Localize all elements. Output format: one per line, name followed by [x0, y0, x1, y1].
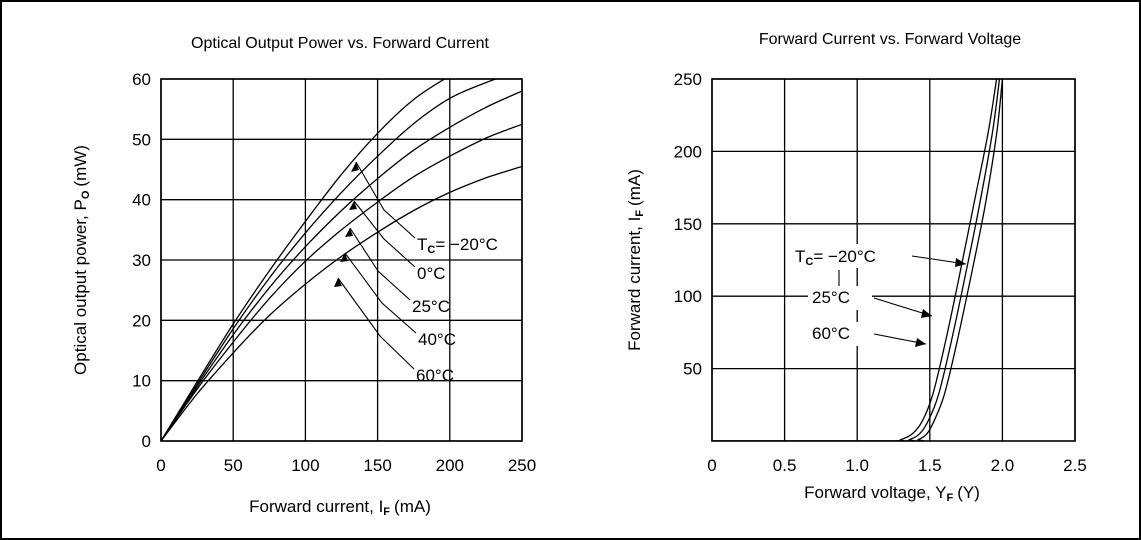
- x-tick-label: 200: [436, 456, 464, 475]
- chart2-tick-labels: 0 0.5 1.0 1.5 2.0 2.5 50 100 150 200 250: [674, 70, 1087, 475]
- arrow-head: [345, 228, 353, 237]
- chart-power-vs-current: Optical Output Power vs. Forward Current…: [71, 35, 536, 518]
- chart2-leader-lines: [838, 255, 967, 347]
- chart2-annotation-label: 60°C: [812, 324, 850, 343]
- chart1-y-axis-label: Optical output power, PO(mW): [71, 145, 92, 375]
- y-tick-label: 50: [132, 130, 151, 149]
- chart2-curves: [712, 79, 1004, 441]
- y-tick-label: 40: [132, 191, 151, 210]
- y-tick-label: 150: [674, 215, 702, 234]
- arrow-head: [915, 338, 926, 347]
- y-tick-label: 50: [683, 360, 702, 379]
- y-tick-label: 10: [132, 372, 151, 391]
- chart2-annotation-label: TC= −20°C: [795, 247, 876, 268]
- chart1-annotation-label: 40°C: [418, 330, 456, 349]
- label-background: [793, 244, 911, 268]
- x-tick-label: 50: [224, 456, 243, 475]
- arrow-head: [955, 258, 966, 267]
- chart2-y-axis-label: Forward current, IF(mA): [625, 169, 646, 351]
- arrow-head: [334, 278, 342, 287]
- y-tick-label: 30: [132, 251, 151, 270]
- x-tick-label: 0.5: [773, 456, 797, 475]
- chart1-annotation-label: 0°C: [417, 264, 446, 283]
- chart1-tick-labels: 0 50 100 150 200 250 0 10 20 30 40 50 60: [132, 70, 536, 475]
- chart1-grid: [160, 78, 523, 442]
- series-line: [161, 123, 522, 441]
- x-tick-label: 100: [291, 456, 319, 475]
- x-tick-label: 2.5: [1063, 456, 1087, 475]
- label-background: [808, 286, 872, 310]
- y-tick-label: 200: [674, 142, 702, 161]
- leader-line: [344, 252, 417, 334]
- leader-line: [355, 161, 416, 239]
- x-tick-label: 0: [156, 456, 165, 475]
- y-tick-label: 20: [132, 311, 151, 330]
- chart2-annotations: TC= −20°C 25°C 60°C: [793, 244, 911, 346]
- series-line: [712, 79, 1004, 441]
- x-tick-label: 2.0: [991, 456, 1015, 475]
- y-tick-label: 250: [674, 70, 702, 89]
- chart2-title: Forward Current vs. Forward Voltage: [759, 31, 1021, 48]
- arrow-head: [349, 201, 357, 210]
- arrow-head: [921, 309, 932, 318]
- x-tick-label: 0: [707, 456, 716, 475]
- arrow-head: [351, 162, 359, 172]
- chart1-annotation-label: 60°C: [416, 366, 454, 385]
- x-tick-label: 150: [363, 456, 391, 475]
- x-tick-label: 1.5: [918, 456, 942, 475]
- y-tick-label: 100: [674, 287, 702, 306]
- chart1-title: Optical Output Power vs. Forward Current: [191, 35, 489, 52]
- leader-line: [337, 277, 415, 370]
- y-tick-label: 60: [132, 70, 151, 89]
- chart1-annotation-label: TC= −20°C: [417, 235, 498, 256]
- series-line: [161, 165, 522, 441]
- x-tick-label: 250: [508, 456, 536, 475]
- chart1-annotation-label: 25°C: [412, 297, 450, 316]
- series-line: [161, 79, 446, 441]
- label-background: [808, 322, 872, 346]
- leader-line: [353, 200, 416, 268]
- x-tick-label: 1.0: [845, 456, 869, 475]
- y-tick-label: 0: [142, 432, 151, 451]
- chart2-x-axis-label: Forward voltage, YF (Y): [804, 483, 980, 504]
- chart2-annotation-label: 25°C: [812, 288, 850, 307]
- chart1-x-axis-label: Forward current, IF (mA): [249, 497, 431, 518]
- leader-line: [349, 227, 411, 301]
- chart1-curves: [161, 79, 522, 441]
- series-line: [161, 90, 522, 441]
- chart-current-vs-voltage: Forward Current vs. Forward Voltage 0 0.5…: [625, 31, 1087, 504]
- series-line: [161, 79, 498, 441]
- chart1-annotations: TC= −20°C 0°C 25°C 40°C 60°C: [412, 235, 498, 385]
- chart1-leader-lines: [334, 161, 417, 370]
- arrow-head: [340, 253, 348, 262]
